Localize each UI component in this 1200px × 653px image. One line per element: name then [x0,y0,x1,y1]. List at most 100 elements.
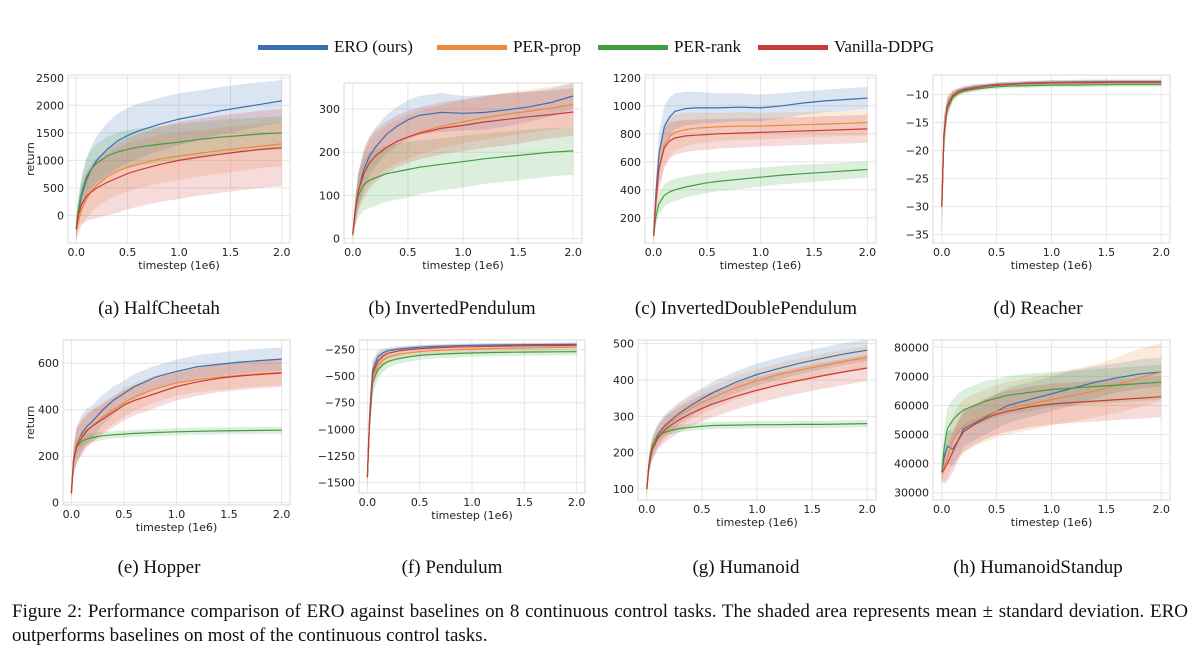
x-tick-label: 2.0 [568,496,586,509]
line-per-prop [366,346,577,478]
x-tick-label: 1.5 [516,496,534,509]
line-vanilla-ddpg [75,147,282,230]
line-per-prop [70,371,282,494]
line-per-rank [70,429,282,494]
y-tick-label: 80000 [894,341,929,354]
band-vanilla-ddpg [653,114,868,242]
x-tick-label: 1.5 [803,503,821,516]
legend-swatch-vanilla-ddpg [758,44,828,50]
y-tick-label: −750 [325,397,355,410]
y-tick-label: 800 [620,128,641,141]
x-tick-label: 1.5 [509,246,527,259]
plot-frame [932,74,1171,244]
x-tick-label: 1.5 [222,246,240,259]
plot-frame [932,339,1171,501]
y-tick-label: 0 [333,233,340,246]
line-vanilla-ddpg [352,111,574,235]
band-per-prop [71,359,282,498]
line-vanilla-ddpg [653,128,868,237]
line-per-rank [646,423,868,490]
y-tick-label: 200 [319,146,340,159]
legend-swatch-per-prop [437,44,507,50]
x-tick-label: 0.5 [988,246,1006,259]
legend-item-per-rank: PER-rank [598,34,741,60]
x-tick-label: 2.0 [564,246,582,259]
y-tick-label: 2000 [36,99,64,112]
y-tick-label: 400 [620,184,641,197]
subcaption-humanoidstandup: (h) HumanoidStandup [953,557,1123,578]
x-axis-label: timestep (1e6) [431,509,513,522]
band-vanilla-ddpg [646,354,868,495]
y-axis-label: return [24,142,37,176]
x-axis-label: timestep (1e6) [422,259,504,272]
line-per-rank [653,168,868,237]
line-per-prop [75,143,282,230]
line-vanilla-ddpg [70,372,282,494]
band-ero [352,83,574,239]
line-per-rank [366,351,577,478]
subcaption-pendulum: (f) Pendulum [401,557,503,578]
line-ero [70,358,282,494]
x-axis-label: timestep (1e6) [1011,259,1093,272]
line-per-rank [75,132,282,230]
line-vanilla-ddpg [941,81,1162,207]
y-tick-label: 200 [613,447,634,460]
band-per-rank [646,420,868,495]
subcaption-halfcheetah: (a) HalfCheetah [98,298,220,319]
x-tick-label: 0.0 [645,246,663,259]
band-per-prop [352,83,574,239]
y-tick-label: −250 [325,344,355,357]
y-tick-label: 50000 [894,429,929,442]
x-tick-label: 0.5 [411,496,429,509]
y-tick-label: −25 [906,173,929,186]
y-tick-label: 0 [57,209,64,222]
x-tick-label: 0.0 [344,246,362,259]
band-vanilla-ddpg [76,109,282,241]
line-ero [75,100,282,230]
y-tick-label: 500 [613,338,634,351]
legend-item-per-prop: PER-prop [437,34,581,60]
subcaption-hopper: (e) Hopper [117,557,201,578]
y-tick-label: 100 [319,189,340,202]
y-tick-label: 70000 [894,370,929,383]
x-tick-label: 1.0 [168,508,186,521]
band-per-prop [367,343,577,488]
x-tick-label: 2.0 [1152,246,1170,259]
line-per-rank [941,83,1162,207]
band-per-rank [71,426,282,498]
subcaption-reacher: (d) Reacher [993,298,1083,319]
x-tick-label: 2.0 [273,246,291,259]
plot-frame [358,339,586,494]
band-per-prop [941,342,1162,482]
x-tick-label: 1.0 [1043,503,1061,516]
y-tick-label: −1250 [318,450,355,463]
x-tick-label: 0.5 [698,246,716,259]
x-tick-label: 0.0 [933,503,951,516]
band-vanilla-ddpg [941,376,1162,484]
band-ero [76,80,282,241]
x-axis-label: timestep (1e6) [720,259,802,272]
legend-item-vanilla-ddpg: Vanilla-DDPG [758,34,934,60]
x-tick-label: 0.5 [399,246,417,259]
x-tick-label: 0.0 [63,508,81,521]
y-tick-label: 60000 [894,399,929,412]
x-tick-label: 0.0 [359,496,377,509]
x-axis-label: timestep (1e6) [1011,516,1093,529]
band-ero [646,340,868,495]
x-tick-label: 1.5 [1098,246,1116,259]
y-tick-label: −10 [906,89,929,102]
y-tick-label: 100 [613,483,634,496]
legend-item-ero: ERO (ours) [258,34,413,60]
band-ero [71,347,282,498]
y-tick-label: 300 [319,103,340,116]
band-per-rank [941,364,1162,482]
y-tick-label: −1500 [318,476,355,489]
x-tick-label: 0.5 [115,508,133,521]
x-tick-label: 1.0 [170,246,188,259]
